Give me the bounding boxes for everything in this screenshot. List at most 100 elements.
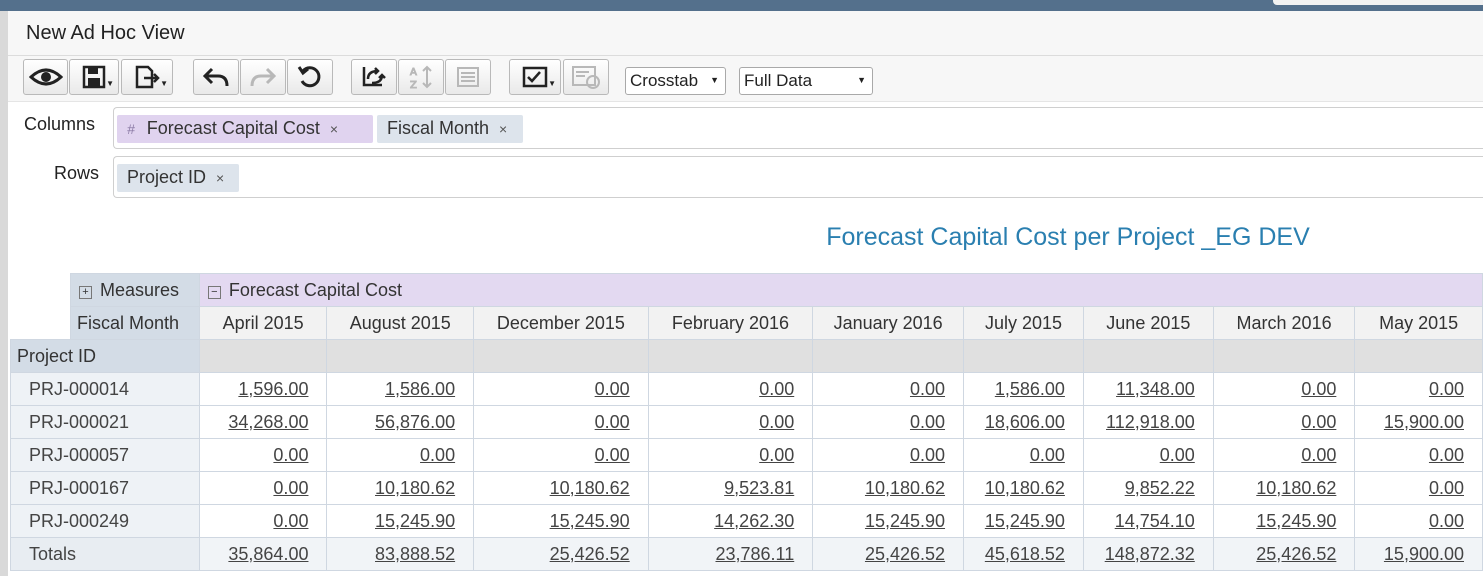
project-id-label[interactable]: Project ID <box>10 339 200 373</box>
project-id-cell[interactable]: PRJ-000014 <box>10 372 200 406</box>
switch-axes-button[interactable] <box>351 59 397 95</box>
project-id-cell[interactable]: PRJ-000021 <box>10 405 200 439</box>
input-controls-button[interactable]: ▼ <box>509 59 561 95</box>
global-search-field[interactable] <box>1273 0 1483 5</box>
total-value-cell[interactable]: 148,872.32 <box>1082 537 1214 571</box>
value-cell[interactable]: 0.00 <box>198 438 328 472</box>
remove-icon[interactable]: × <box>329 121 339 137</box>
value-cell[interactable]: 10,180.62 <box>326 471 475 505</box>
total-value-cell[interactable]: 25,426.52 <box>812 537 965 571</box>
remove-icon[interactable]: × <box>216 170 225 186</box>
measure-header[interactable]: − Forecast Capital Cost <box>198 273 1483 307</box>
rows-drop-zone[interactable]: Project ID × <box>113 156 1483 198</box>
save-button[interactable]: ▼ <box>69 59 119 95</box>
data-mode-select[interactable]: Full Data ▼ <box>739 67 873 95</box>
value-cell[interactable]: 18,606.00 <box>963 405 1084 439</box>
preview-button[interactable] <box>23 59 68 95</box>
value-cell[interactable]: 0.00 <box>812 405 965 439</box>
undo-button[interactable] <box>193 59 239 95</box>
project-id-cell[interactable]: PRJ-000249 <box>10 504 200 538</box>
month-column-header[interactable]: February 2016 <box>647 306 814 340</box>
project-id-cell[interactable]: PRJ-000057 <box>10 438 200 472</box>
redo-button[interactable] <box>240 59 286 95</box>
value-cell[interactable]: 0.00 <box>647 405 814 439</box>
value-cell[interactable]: 10,180.62 <box>963 471 1084 505</box>
value-cell[interactable]: 34,268.00 <box>198 405 328 439</box>
columns-drop-zone[interactable]: # Forecast Capital Cost × Fiscal Month × <box>113 107 1483 149</box>
month-column-header[interactable]: June 2015 <box>1082 306 1214 340</box>
value-cell[interactable]: 10,180.62 <box>473 471 649 505</box>
month-column-header[interactable]: January 2016 <box>812 306 965 340</box>
value-cell[interactable]: 15,245.90 <box>326 504 475 538</box>
month-column-header[interactable]: May 2015 <box>1354 306 1483 340</box>
project-id-cell[interactable]: PRJ-000167 <box>10 471 200 505</box>
value-cell[interactable]: 15,245.90 <box>812 504 965 538</box>
value-cell[interactable]: 0.00 <box>1354 471 1483 505</box>
column-pill-measure[interactable]: # Forecast Capital Cost × <box>117 115 373 143</box>
value-cell[interactable]: 9,852.22 <box>1082 471 1214 505</box>
page-properties-button[interactable] <box>445 59 491 95</box>
value-cell[interactable]: 112,918.00 <box>1082 405 1214 439</box>
value-cell[interactable]: 1,586.00 <box>326 372 475 406</box>
value-cell[interactable]: 10,180.62 <box>812 471 965 505</box>
total-value-cell[interactable]: 15,900.00 <box>1354 537 1483 571</box>
total-value-cell[interactable]: 23,786.11 <box>647 537 814 571</box>
measures-header-row: + Measures − Forecast Capital Cost <box>10 273 1483 307</box>
value-cell[interactable]: 14,754.10 <box>1082 504 1214 538</box>
total-value-cell[interactable]: 35,864.00 <box>198 537 328 571</box>
value-cell[interactable]: 0.00 <box>812 372 965 406</box>
expand-icon[interactable]: + <box>78 285 92 299</box>
total-value-cell[interactable]: 45,618.52 <box>963 537 1084 571</box>
month-column-header[interactable]: August 2015 <box>326 306 475 340</box>
value-cell[interactable]: 0.00 <box>1354 438 1483 472</box>
value-cell[interactable]: 10,180.62 <box>1212 471 1356 505</box>
month-column-header[interactable]: December 2015 <box>473 306 649 340</box>
fiscal-month-label[interactable]: Fiscal Month <box>69 306 200 340</box>
total-value-cell[interactable]: 25,426.52 <box>1212 537 1356 571</box>
view-type-select[interactable]: Crosstab ▼ <box>625 67 726 95</box>
collapse-icon[interactable]: − <box>207 285 221 299</box>
value-cell[interactable]: 0.00 <box>647 438 814 472</box>
month-column-header[interactable]: July 2015 <box>963 306 1084 340</box>
value-cell[interactable]: 0.00 <box>473 438 649 472</box>
value-cell[interactable]: 1,586.00 <box>963 372 1084 406</box>
value-cell[interactable]: 15,245.90 <box>1212 504 1356 538</box>
measures-header[interactable]: + Measures <box>69 273 200 307</box>
value-cell[interactable]: 0.00 <box>1212 438 1356 472</box>
value-cell[interactable]: 1,596.00 <box>198 372 328 406</box>
value-cell[interactable]: 0.00 <box>963 438 1084 472</box>
column-pill-fiscal-month[interactable]: Fiscal Month × <box>377 115 523 143</box>
value-cell[interactable]: 9,523.81 <box>647 471 814 505</box>
row-pill-project-id[interactable]: Project ID × <box>117 164 239 192</box>
value-cell[interactable]: 0.00 <box>473 372 649 406</box>
month-column-header[interactable]: April 2015 <box>198 306 328 340</box>
value-cell[interactable]: 0.00 <box>198 471 328 505</box>
options-button[interactable] <box>563 59 609 95</box>
value-cell[interactable]: 0.00 <box>198 504 328 538</box>
value-cell[interactable]: 0.00 <box>1354 372 1483 406</box>
totals-label[interactable]: Totals <box>10 537 200 571</box>
value-cell[interactable]: 14,262.30 <box>647 504 814 538</box>
total-value-cell[interactable]: 25,426.52 <box>473 537 649 571</box>
value-cell[interactable]: 15,245.90 <box>473 504 649 538</box>
export-button[interactable]: ▼ <box>121 59 173 95</box>
reset-button[interactable] <box>287 59 333 95</box>
remove-icon[interactable]: × <box>499 121 508 137</box>
value-cell[interactable]: 0.00 <box>647 372 814 406</box>
value-cell[interactable]: 0.00 <box>812 438 965 472</box>
value-cell[interactable]: 0.00 <box>326 438 475 472</box>
value-cell[interactable]: 0.00 <box>473 405 649 439</box>
value-cell[interactable]: 56,876.00 <box>326 405 475 439</box>
value-cell[interactable]: 0.00 <box>1354 504 1483 538</box>
total-value-cell[interactable]: 83,888.52 <box>326 537 475 571</box>
value-cell[interactable]: 0.00 <box>1212 405 1356 439</box>
value-cell[interactable]: 15,900.00 <box>1354 405 1483 439</box>
value-cell[interactable]: 11,348.00 <box>1082 372 1214 406</box>
report-title[interactable]: Forecast Capital Cost per Project _EG DE… <box>826 223 1310 251</box>
measure-name: Forecast Capital Cost <box>228 279 402 300</box>
value-cell[interactable]: 0.00 <box>1212 372 1356 406</box>
value-cell[interactable]: 15,245.90 <box>963 504 1084 538</box>
month-column-header[interactable]: March 2016 <box>1212 306 1356 340</box>
value-cell[interactable]: 0.00 <box>1082 438 1214 472</box>
